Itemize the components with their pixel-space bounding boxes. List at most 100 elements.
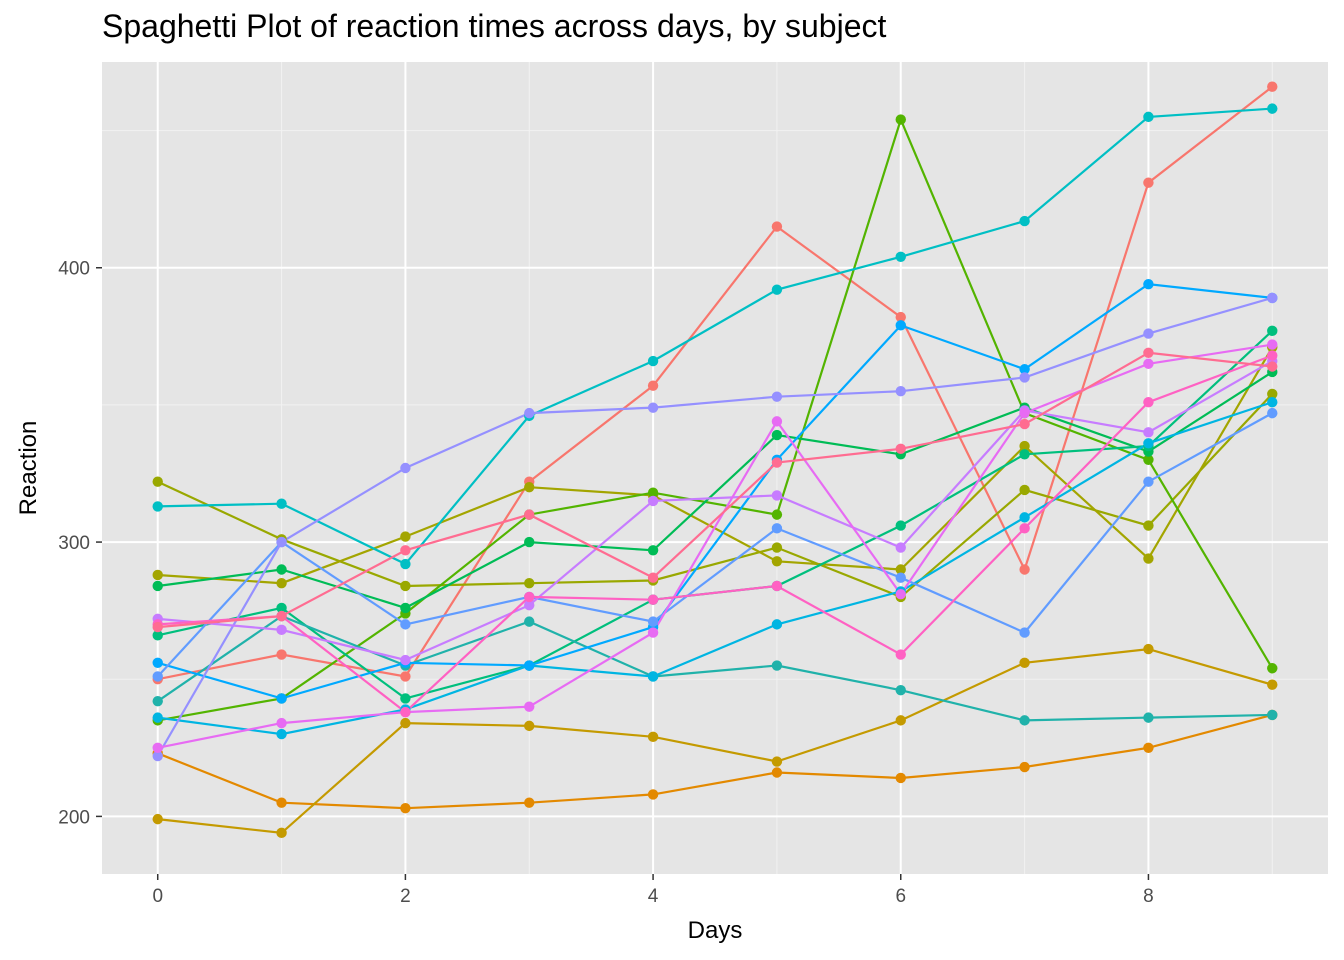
series-line — [157, 647, 1273, 835]
data-point — [1143, 111, 1154, 123]
data-point — [771, 523, 783, 534]
data-point — [276, 797, 287, 808]
data-point — [1019, 440, 1030, 452]
data-point — [647, 616, 659, 627]
data-point — [400, 558, 411, 570]
data-point — [1143, 643, 1154, 655]
data-point — [524, 616, 535, 627]
data-point — [1143, 396, 1154, 408]
series-line — [157, 401, 1273, 736]
data-point — [1267, 339, 1278, 350]
data-point — [152, 742, 163, 754]
data-point — [647, 671, 659, 682]
data-point — [1143, 279, 1154, 290]
data-point — [771, 580, 783, 592]
series-line — [157, 354, 1273, 714]
data-point — [895, 251, 906, 262]
series-line — [157, 393, 1274, 599]
data-point — [895, 311, 906, 323]
data-point — [895, 443, 906, 454]
data-point — [1143, 454, 1154, 465]
data-point — [771, 756, 783, 767]
series-line — [157, 351, 1273, 629]
series-line — [157, 360, 1273, 662]
x-tick-label: 4 — [648, 886, 659, 907]
data-point — [895, 649, 906, 660]
data-point — [1019, 523, 1030, 534]
data-point — [771, 391, 783, 402]
data-point — [152, 621, 163, 633]
x-tick-labels: 0 2 4 6 8 — [152, 886, 1153, 907]
x-axis-title: Days — [688, 917, 743, 944]
data-point — [400, 706, 411, 718]
data-point — [524, 578, 535, 589]
data-point — [771, 509, 783, 520]
data-point — [771, 429, 783, 441]
data-point — [400, 619, 411, 630]
chart-title: Spaghetti Plot of reaction times across … — [102, 8, 887, 44]
data-point — [771, 416, 783, 427]
data-point — [771, 490, 783, 501]
data-point — [1143, 742, 1154, 754]
data-point — [1019, 512, 1030, 523]
data-point — [1019, 418, 1030, 430]
data-point — [647, 594, 659, 605]
data-point — [400, 531, 411, 542]
data-point — [895, 715, 906, 726]
data-point — [1019, 564, 1030, 575]
data-point — [1143, 438, 1154, 449]
data-point — [400, 462, 411, 474]
data-point — [771, 284, 783, 295]
data-point — [152, 657, 163, 668]
data-point — [276, 717, 287, 729]
x-tick-label: 2 — [400, 886, 411, 907]
x-tick-label: 6 — [895, 886, 906, 907]
data-point — [276, 693, 287, 704]
data-point — [1267, 350, 1278, 361]
data-point — [524, 701, 535, 712]
data-point — [1267, 103, 1278, 114]
data-point — [1019, 449, 1030, 460]
series-line — [157, 713, 1273, 810]
y-tick-labels: 200 300 400 — [58, 259, 90, 829]
data-point — [1019, 715, 1030, 726]
data-point — [1267, 663, 1278, 674]
data-point — [400, 602, 411, 614]
data-point — [1143, 328, 1154, 339]
data-point — [524, 536, 535, 548]
data-point — [276, 578, 287, 589]
data-point — [1143, 712, 1154, 723]
series-line — [157, 116, 1274, 722]
data-point — [276, 536, 287, 548]
data-point — [895, 685, 906, 696]
data-point — [647, 402, 659, 413]
data-point — [400, 654, 411, 666]
data-point — [895, 114, 906, 125]
data-point — [1267, 407, 1278, 419]
data-point — [152, 813, 163, 825]
axis-ticks — [96, 266, 1150, 880]
data-point — [1019, 627, 1030, 638]
data-point — [1019, 484, 1030, 496]
data-point — [647, 627, 659, 638]
data-point — [1267, 388, 1278, 400]
data-point — [895, 572, 906, 583]
series-line — [156, 296, 1273, 757]
data-point — [152, 501, 163, 512]
data-point — [276, 827, 287, 839]
data-point — [771, 457, 783, 468]
data-point — [895, 385, 906, 397]
series-line — [157, 85, 1273, 681]
data-point — [1143, 177, 1154, 188]
data-point — [647, 380, 659, 391]
major-gridlines — [102, 62, 1328, 874]
minor-gridlines — [102, 62, 1328, 874]
data-point — [152, 569, 163, 581]
data-point — [276, 728, 287, 740]
data-point — [276, 624, 287, 636]
data-point — [400, 693, 411, 704]
data-point — [1267, 679, 1278, 690]
data-point — [1267, 81, 1278, 92]
data-point — [771, 542, 783, 553]
